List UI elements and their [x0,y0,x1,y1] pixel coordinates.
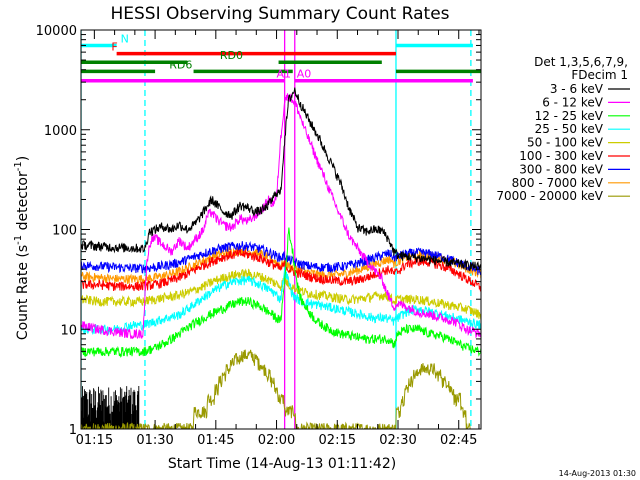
y-tick-label-1000: 1000 [44,124,77,139]
legend-header-line2: FDecim 1 [571,68,628,82]
footer-date: 14-Aug-2013 01:30 [559,469,636,478]
legend-entry-label: 6 - 12 keV [542,95,604,109]
flag-label-a0: A0 [297,68,312,81]
y-tick-label-10: 10 [60,323,77,338]
legend-entry-label: 12 - 25 keV [535,109,604,123]
axes [80,29,482,430]
y-tick-label-1: 1 [69,423,77,438]
series-3-6-kev [81,87,481,271]
y-axis-label-sup2: -1 [13,161,24,171]
legend-entry-label: 50 - 100 keV [527,136,604,150]
legend-entry-label: 3 - 6 keV [550,82,604,96]
y-tick-label-10000: 10000 [36,24,77,39]
y-axis-label-prefix: Count Rate (s [15,245,31,340]
tick-labels: 01:15 01:30 01:45 02:00 02:15 02:30 02:45 1 10 10… [36,24,478,448]
flag-label-n: N [121,32,129,45]
legend-entry-label: 25 - 50 keV [535,122,604,136]
x-tick-label-0230: 02:30 [379,433,416,448]
series-6-12-kev [81,93,481,340]
x-tick-label-0115: 01:15 [76,433,113,448]
x-tick-label-0145: 01:45 [197,433,234,448]
legend-entry-label: 7000 - 20000 keV [496,189,603,203]
y-axis-label-suffix: ) [15,156,31,161]
legend-entry-label: 100 - 300 keV [519,149,603,163]
legend-entry-label: 300 - 800 keV [519,162,603,176]
legend-entry-label: 800 - 7000 keV [512,176,604,190]
flag-label-rd0: RD0 [220,49,243,62]
series-100-300-kev [81,249,481,292]
vertical-markers [81,30,472,429]
x-tick-label-0130: 01:30 [136,433,173,448]
x-tick-label-0245: 02:45 [440,433,477,448]
legend-header-line1: Det 1,3,5,6,7,9, [534,55,628,69]
flag-label-a1: A1 [277,68,292,81]
flag-label-f: F [111,41,117,54]
flag-bars: NF RD0 RD6 A1 A0 [81,32,481,83]
flag-label-rd6: RD6 [169,58,192,71]
x-tick-label-0200: 02:00 [258,433,295,448]
y-axis-label: Count Rate (s-1 detector-1) [13,156,31,340]
series-3-6-kev-noise [81,386,140,429]
y-axis-label-mid: detector [15,171,31,235]
series-lines [81,87,481,429]
series-50-100-kev [81,268,481,320]
series-7000-20000-kev [81,349,471,429]
y-tick-label-100: 100 [52,224,77,239]
series-12-25-kev [81,227,481,359]
y-axis-label-sup1: -1 [13,235,24,245]
x-axis-label: Start Time (14-Aug-13 01:11:42) [168,456,396,472]
x-tick-label-0215: 02:15 [319,433,356,448]
chart-title: HESSI Observing Summary Count Rates [110,4,449,24]
series-25-50-kev [81,266,481,336]
